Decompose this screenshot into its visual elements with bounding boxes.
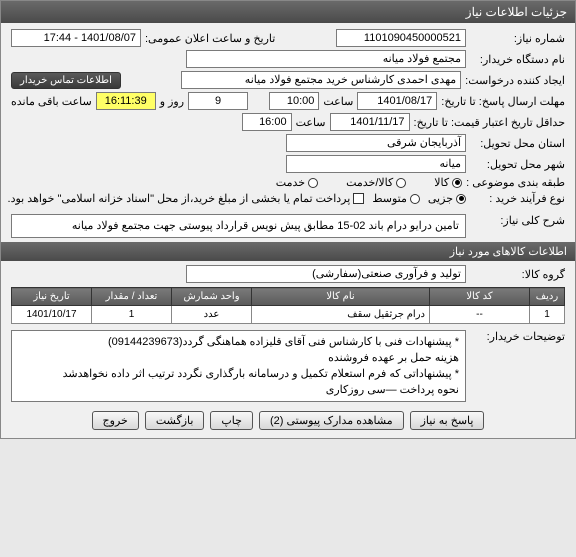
partial-pay-checkbox[interactable]: پرداخت تمام یا بخشی از مبلغ خرید،از محل … [8, 192, 365, 205]
radio-icon [456, 194, 466, 204]
window-titlebar: جزئیات اطلاعات نیاز [1, 1, 575, 23]
announce-label: تاریخ و ساعت اعلان عمومی: [145, 32, 275, 45]
td-qty: 1 [92, 306, 172, 324]
button-bar: پاسخ به نیاز مشاهده مدارک پیوستی (2) چاپ… [11, 405, 565, 432]
main-window: جزئیات اطلاعات نیاز شماره نیاز: 11010904… [0, 0, 576, 439]
radio-icon [410, 194, 420, 204]
exit-button[interactable]: خروج [92, 411, 139, 430]
th-radif: ردیف [530, 288, 565, 306]
dastgah-label: نام دستگاه خریدار: [470, 53, 565, 66]
niaz-number-field: 1101090450000521 [336, 29, 466, 47]
kala-radio-label: کالا [434, 176, 449, 189]
farayand-label: نوع فرآیند خرید : [470, 192, 565, 205]
th-code: کد کالا [430, 288, 530, 306]
goods-table: ردیف کد کالا نام کالا واحد شمارش تعداد /… [11, 287, 565, 324]
content-area: شماره نیاز: 1101090450000521 تاریخ و ساع… [1, 23, 575, 438]
td-date: 1401/10/17 [12, 306, 92, 324]
shahr-label: شهر محل تحویل: [470, 158, 565, 171]
credit-time-field: 16:00 [242, 113, 292, 131]
jozei-radio-label: جزیی [428, 192, 453, 205]
shahr-field: میانه [286, 155, 466, 173]
th-name: نام کالا [252, 288, 430, 306]
tabaghe-label: طبقه بندی موضوعی : [466, 176, 565, 189]
td-unit: عدد [172, 306, 252, 324]
announce-field: 1401/08/07 - 17:44 [11, 29, 141, 47]
credit-label: حداقل تاریخ اعتبار قیمت: تا تاریخ: [414, 116, 565, 129]
checkbox-icon [353, 193, 364, 204]
window-title: جزئیات اطلاعات نیاز [466, 5, 567, 19]
attachments-button[interactable]: مشاهده مدارک پیوستی (2) [259, 411, 404, 430]
back-button[interactable]: بازگشت [145, 411, 205, 430]
radio-icon [308, 178, 318, 188]
rooz-label: روز و [160, 95, 184, 108]
ostan-label: استان محل تحویل: [470, 137, 565, 150]
deadline-date-field: 1401/08/17 [357, 92, 437, 110]
dastgah-field: مجتمع فولاد میانه [186, 50, 466, 68]
th-unit: واحد شمارش [172, 288, 252, 306]
kala-radio[interactable]: کالا [434, 176, 462, 189]
answer-button[interactable]: پاسخ به نیاز [410, 411, 485, 430]
remaining-label: ساعت باقی مانده [11, 95, 92, 108]
motavaset-radio[interactable]: متوسط [372, 192, 420, 205]
ostan-field: آذربایجان شرقی [286, 134, 466, 152]
radio-icon [396, 178, 406, 188]
khedmat2-radio-label: خدمت [276, 176, 305, 189]
credit-date-field: 1401/11/17 [330, 113, 410, 131]
khedmat2-radio[interactable]: خدمت [276, 176, 318, 189]
radio-icon [452, 178, 462, 188]
niaz-number-label: شماره نیاز: [470, 32, 565, 45]
td-radif: 1 [530, 306, 565, 324]
saat-label-1: ساعت [323, 95, 353, 108]
sharh-label: شرح کلی نیاز: [470, 214, 565, 227]
group-field: تولید و فرآوری صنعتی(سفارشی) [186, 265, 466, 283]
sharh-text: تامین درایو درام باند 02-15 مطابق پیش نو… [11, 214, 466, 238]
deadline-time-field: 10:00 [269, 92, 319, 110]
contact-button[interactable]: اطلاعات تماس خریدار [11, 72, 121, 89]
th-qty: تعداد / مقدار [92, 288, 172, 306]
table-row[interactable]: 1 -- درام جرثقیل سقف عدد 1 1401/10/17 [12, 306, 565, 324]
creator-field: مهدی احمدی کارشناس خرید مجتمع فولاد میان… [181, 71, 461, 89]
days-count-field: 9 [188, 92, 248, 110]
th-date: تاریخ نیاز [12, 288, 92, 306]
khedmat-radio[interactable]: کالا/خدمت [346, 176, 406, 189]
table-header-row: ردیف کد کالا نام کالا واحد شمارش تعداد /… [12, 288, 565, 306]
td-code: -- [430, 306, 530, 324]
khedmat-radio-label: کالا/خدمت [346, 176, 393, 189]
motavaset-radio-label: متوسط [372, 192, 407, 205]
jozei-radio[interactable]: جزیی [428, 192, 466, 205]
print-button[interactable]: چاپ [210, 411, 253, 430]
remaining-time-field: 16:11:39 [96, 92, 156, 110]
deadline-label: مهلت ارسال پاسخ: تا تاریخ: [441, 95, 565, 108]
tozih-label: توضیحات خریدار: [470, 330, 565, 343]
goods-section-header: اطلاعات کالاهای مورد نیاز [1, 242, 575, 261]
group-label: گروه کالا: [470, 268, 565, 281]
saat-label-2: ساعت [296, 116, 326, 129]
tozih-text: * پیشنهادات فنی با کارشناس فنی آقای قلیز… [11, 330, 466, 402]
partial-pay-label: پرداخت تمام یا بخشی از مبلغ خرید،از محل … [8, 192, 351, 205]
creator-label: ایجاد کننده درخواست: [465, 74, 565, 87]
td-name: درام جرثقیل سقف [252, 306, 430, 324]
